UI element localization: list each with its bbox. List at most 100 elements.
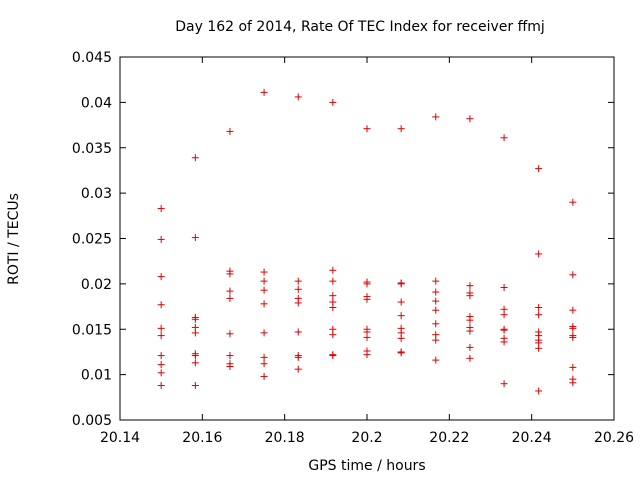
data-point [500,134,508,142]
data-point [535,250,543,258]
data-point [500,338,508,346]
data-point [260,277,268,285]
data-point [432,320,440,328]
data-point [191,234,199,242]
data-point [535,387,543,395]
data-point [535,344,543,352]
data-point [466,327,474,335]
data-point [466,343,474,351]
x-tick-label: 20.18 [265,430,305,446]
data-point [191,382,199,390]
x-tick-label: 20.22 [429,430,469,446]
data-point [569,324,577,332]
data-point [432,288,440,296]
data-point [535,311,543,319]
data-point [569,363,577,371]
data-point [397,298,405,306]
x-tick-label: 20.2 [351,430,382,446]
data-point [500,380,508,388]
x-tick-label: 20.14 [100,430,140,446]
x-axis: 20.14 20.16 20.18 20.2 20.22 20.24 20.26 [100,57,634,446]
y-tick-label: 0.01 [81,368,112,384]
data-point [329,303,337,311]
data-point [432,277,440,285]
y-tick-label: 0.005 [72,413,112,429]
chart-title: Day 162 of 2014, Rate Of TEC Index for r… [175,19,545,35]
x-tick-label: 20.26 [594,430,634,446]
data-point [329,98,337,106]
data-point [294,299,302,307]
data-point [191,359,199,367]
data-point [157,332,165,340]
data-point [191,315,199,323]
data-point [329,277,337,285]
data-point [191,154,199,162]
data-point [569,271,577,279]
data-point [157,205,165,213]
data-point [569,306,577,314]
y-axis-title: ROTI / TECUs [6,193,22,285]
data-point [535,165,543,173]
data-point [329,331,337,339]
data-point [157,369,165,377]
data-point [432,356,440,364]
data-point [397,334,405,342]
data-point [294,277,302,285]
data-point [191,329,199,337]
data-point [363,125,371,133]
data-point [157,324,165,332]
data-point [432,297,440,305]
data-point [260,329,268,337]
data-point [329,266,337,274]
y-tick-label: 0.035 [72,141,112,157]
y-tick-label: 0.025 [72,232,112,248]
data-point [260,88,268,96]
data-point [260,300,268,308]
data-point [466,354,474,362]
y-tick-label: 0.03 [81,186,112,202]
data-point [466,282,474,290]
data-point [260,353,268,361]
y-tick-label: 0.045 [72,50,112,66]
data-point [226,294,234,302]
data-points [157,88,577,395]
data-point [294,285,302,293]
data-point [466,115,474,123]
data-point [294,93,302,101]
data-point [157,273,165,281]
data-point [363,280,371,288]
data-point [432,306,440,314]
data-point [397,349,405,357]
data-point [157,361,165,369]
data-point [157,352,165,360]
data-point [432,113,440,121]
data-point [500,326,508,334]
data-point [500,311,508,319]
data-point [397,125,405,133]
data-point [466,292,474,300]
data-point [157,382,165,390]
data-point [157,235,165,243]
data-point [432,336,440,344]
data-point [157,301,165,309]
data-point [260,372,268,380]
y-tick-label: 0.02 [81,277,112,293]
data-point [363,333,371,341]
data-point [191,352,199,360]
data-point [260,286,268,294]
data-point [226,330,234,338]
data-point [294,353,302,361]
x-tick-label: 20.16 [182,430,222,446]
x-axis-title: GPS time / hours [308,458,425,474]
y-tick-label: 0.015 [72,322,112,338]
data-point [363,351,371,359]
data-point [329,292,337,300]
data-point [226,127,234,135]
data-point [569,379,577,387]
data-point [260,268,268,276]
y-axis: 0.005 0.01 0.015 0.02 0.025 0.03 0.035 0.04 0.04… [72,50,614,429]
data-point [466,316,474,324]
data-point [363,295,371,303]
plot-frame [119,56,615,421]
